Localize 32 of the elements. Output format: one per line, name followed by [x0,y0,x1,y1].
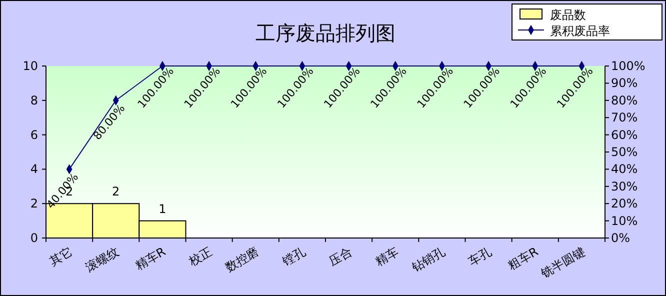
x-tick-label: 其它 [47,244,75,269]
y2-tick-label: 60% [611,128,638,142]
y2-tick-label: 50% [611,145,638,159]
legend-label: 废品数 [550,8,586,22]
x-tick-label: 镗孔 [279,244,308,270]
x-tick-label: 数控磨 [222,244,262,275]
data-label: 2 [112,184,120,199]
y-tick-label: 10 [22,59,38,73]
y2-tick-label: 80% [611,93,638,108]
y2-tick-label: 10% [611,214,638,228]
x-tick-label: 车孔 [466,244,494,269]
y2-tick-label: 100% [611,59,646,73]
chart-title: 工序废品排列图 [256,21,396,45]
y-tick-label: 8 [30,93,38,108]
y2-tick-label: 0% [611,231,630,245]
y-tick-label: 6 [30,128,38,142]
x-tick-label: 滚螺纹 [83,244,122,275]
y2-tick-label: 40% [611,162,638,176]
data-label: 1 [158,202,166,216]
x-tick-label: 精车 [373,244,401,269]
x-tick-label: 压合 [326,244,354,269]
y2-tick-label: 30% [611,179,638,194]
legend-label: 累积废品率 [550,24,610,38]
y2-tick-label: 20% [611,196,638,211]
x-tick-label: 精车R [132,244,168,273]
x-tick-label: 钻销孔 [408,244,448,276]
y-tick-label: 2 [30,196,38,211]
y2-tick-label: 70% [611,110,638,125]
y-tick-label: 0 [30,231,38,245]
x-tick-label: 校正 [186,244,215,270]
y2-tick-label: 90% [611,76,638,90]
y-tick-label: 4 [30,162,38,176]
